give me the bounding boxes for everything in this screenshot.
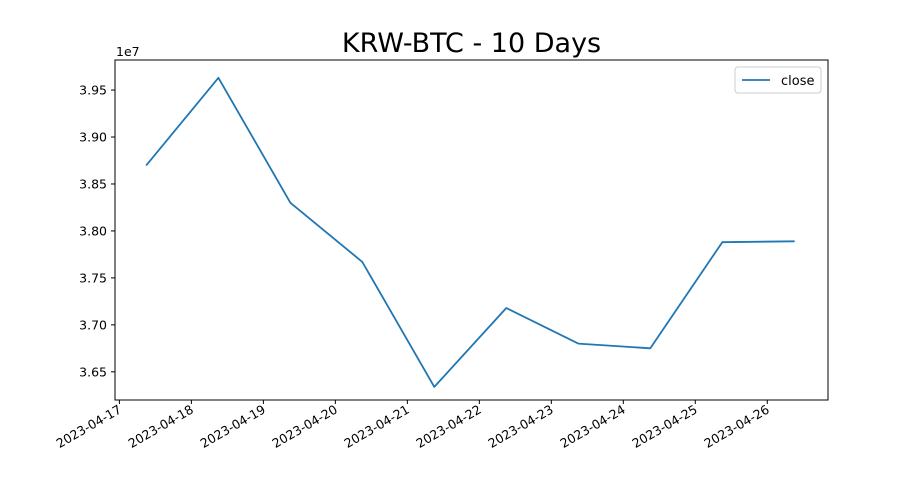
data-point: [361, 261, 363, 263]
x-tick-label: 2023-04-20: [269, 402, 339, 451]
chart-title: KRW-BTC - 10 Days: [342, 28, 601, 59]
legend-label-close: close: [781, 74, 814, 89]
x-tick-label: 2023-04-19: [197, 402, 267, 451]
plot-area: [114, 59, 829, 401]
legend: close: [734, 66, 822, 94]
x-tick-label: 2023-04-23: [485, 402, 555, 451]
data-point: [217, 77, 219, 79]
x-tick-label: 2023-04-17: [53, 402, 123, 451]
x-tick-label: 2023-04-22: [413, 402, 483, 451]
x-tick-label: 2023-04-18: [125, 402, 195, 451]
y-tick-label: 3.65: [79, 364, 107, 379]
data-point: [289, 202, 291, 204]
legend-box: [734, 66, 822, 94]
data-point: [649, 347, 651, 349]
y-offset-label: 1e7: [116, 44, 140, 59]
series-layer: [145, 76, 795, 388]
y-tick-label: 3.75: [79, 270, 107, 285]
data-point: [721, 241, 723, 243]
data-point: [433, 386, 435, 388]
series-line-close: [145, 76, 795, 388]
data-point: [505, 307, 507, 309]
y-tick-label: 3.85: [79, 176, 107, 191]
data-point: [577, 343, 579, 345]
data-point: [145, 164, 147, 166]
y-tick-label: 3.80: [79, 223, 107, 238]
y-tick-label: 3.70: [79, 317, 107, 332]
x-tick-label: 2023-04-24: [557, 402, 627, 451]
data-point: [793, 240, 795, 242]
axis-ticks: 2023-04-17 2023-04-18 2023-04-19 2023-04-20…: [53, 83, 771, 451]
x-tick-label: 2023-04-21: [341, 402, 411, 451]
y-tick-label: 3.90: [79, 130, 107, 145]
x-tick-label: 2023-04-26: [701, 402, 771, 451]
x-tick-label: 2023-04-25: [629, 402, 699, 451]
y-tick-label: 3.95: [79, 83, 107, 98]
